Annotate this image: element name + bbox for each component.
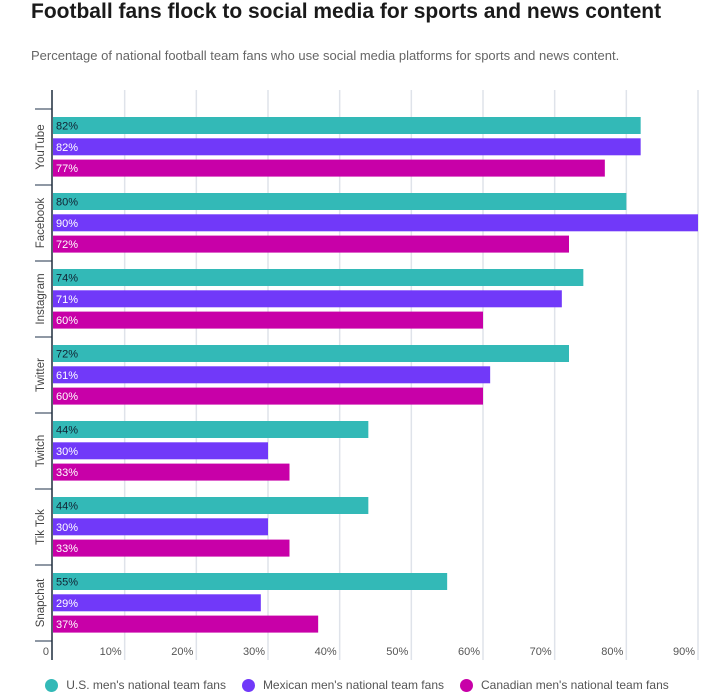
data-label: 29% bbox=[56, 598, 78, 610]
x-tick-label: 80% bbox=[601, 646, 623, 658]
chart-subtitle: Percentage of national football team fan… bbox=[31, 48, 620, 63]
data-label: 61% bbox=[56, 370, 78, 382]
data-label: 30% bbox=[56, 522, 78, 534]
x-tick-label: 30% bbox=[243, 646, 265, 658]
data-label: 72% bbox=[56, 349, 78, 361]
legend-label: U.S. men's national team fans bbox=[66, 678, 226, 692]
legend-swatch bbox=[45, 678, 59, 692]
data-label: 74% bbox=[56, 273, 78, 285]
bar-tik-tok-2 bbox=[53, 539, 290, 557]
legend-swatch bbox=[241, 678, 255, 692]
bar-twitch-0 bbox=[53, 421, 369, 438]
legend-label: Canadian men's national team fans bbox=[481, 678, 669, 692]
y-category-label: Twitter bbox=[35, 358, 47, 392]
bar-snapchat-1 bbox=[53, 594, 261, 612]
x-tick-label: 40% bbox=[315, 646, 337, 658]
legend-item[interactable]: Mexican men's national team fans bbox=[241, 678, 444, 692]
bar-youtube-1 bbox=[53, 138, 641, 156]
bar-snapchat-0 bbox=[53, 573, 448, 590]
data-label: 33% bbox=[56, 467, 78, 479]
data-label: 82% bbox=[56, 142, 78, 154]
bar-twitch-1 bbox=[53, 442, 268, 460]
x-tick-label: 50% bbox=[386, 646, 408, 658]
x-tick-label: 20% bbox=[171, 646, 193, 658]
bar-twitch-2 bbox=[53, 463, 290, 481]
bar-youtube-0 bbox=[53, 117, 641, 134]
bar-instagram-2 bbox=[53, 311, 483, 329]
data-label: 80% bbox=[56, 197, 78, 209]
data-label: 55% bbox=[56, 577, 78, 589]
bar-instagram-0 bbox=[53, 269, 584, 286]
bar-instagram-1 bbox=[53, 290, 562, 308]
bar-twitter-2 bbox=[53, 387, 483, 405]
data-label: 30% bbox=[56, 446, 78, 458]
data-label: 82% bbox=[56, 121, 78, 133]
x-tick-label: 60% bbox=[458, 646, 480, 658]
y-category-label: Instagram bbox=[35, 273, 47, 324]
legend-item[interactable]: U.S. men's national team fans bbox=[45, 678, 226, 692]
x-tick-label: 10% bbox=[100, 646, 122, 658]
bar-tik-tok-1 bbox=[53, 518, 268, 536]
y-category-label: YouTube bbox=[35, 124, 47, 169]
x-tick-label: 70% bbox=[530, 646, 552, 658]
data-label: 44% bbox=[56, 425, 78, 437]
bar-facebook-0 bbox=[53, 193, 627, 210]
y-category-label: Snapchat bbox=[35, 578, 47, 627]
y-category-label: Facebook bbox=[35, 198, 47, 249]
bar-facebook-2 bbox=[53, 235, 569, 253]
x-tick-label: 0 bbox=[43, 646, 49, 658]
y-category-label: Tik Tok bbox=[35, 509, 47, 545]
legend-item[interactable]: Canadian men's national team fans bbox=[460, 678, 669, 692]
legend-label: Mexican men's national team fans bbox=[262, 678, 444, 692]
legend: U.S. men's national team fans Mexican men… bbox=[0, 678, 714, 692]
data-label: 90% bbox=[56, 218, 78, 230]
data-label: 77% bbox=[56, 163, 78, 175]
bar-twitter-1 bbox=[53, 366, 491, 384]
x-tick-label: 90% bbox=[673, 646, 695, 658]
chart-title: Football fans flock to social media for … bbox=[31, 0, 662, 23]
y-category-label: Twitch bbox=[35, 435, 47, 468]
data-label: 33% bbox=[56, 543, 78, 555]
bar-youtube-2 bbox=[53, 159, 605, 177]
data-label: 72% bbox=[56, 239, 78, 251]
legend-swatch bbox=[460, 678, 473, 692]
bar-snapchat-2 bbox=[53, 615, 319, 633]
bar-twitter-0 bbox=[53, 345, 569, 362]
data-label: 60% bbox=[56, 315, 78, 327]
bar-chart: 0 10% 20% 30% 40% 50% 60% 70% 80% 90% 82% 82% 77% You… bbox=[35, 90, 699, 660]
bar-facebook-1 bbox=[53, 214, 698, 232]
data-label: 44% bbox=[56, 501, 78, 513]
data-label: 37% bbox=[56, 619, 78, 631]
bar-tik-tok-0 bbox=[53, 497, 369, 514]
data-label: 60% bbox=[56, 391, 78, 403]
data-label: 71% bbox=[56, 294, 78, 306]
